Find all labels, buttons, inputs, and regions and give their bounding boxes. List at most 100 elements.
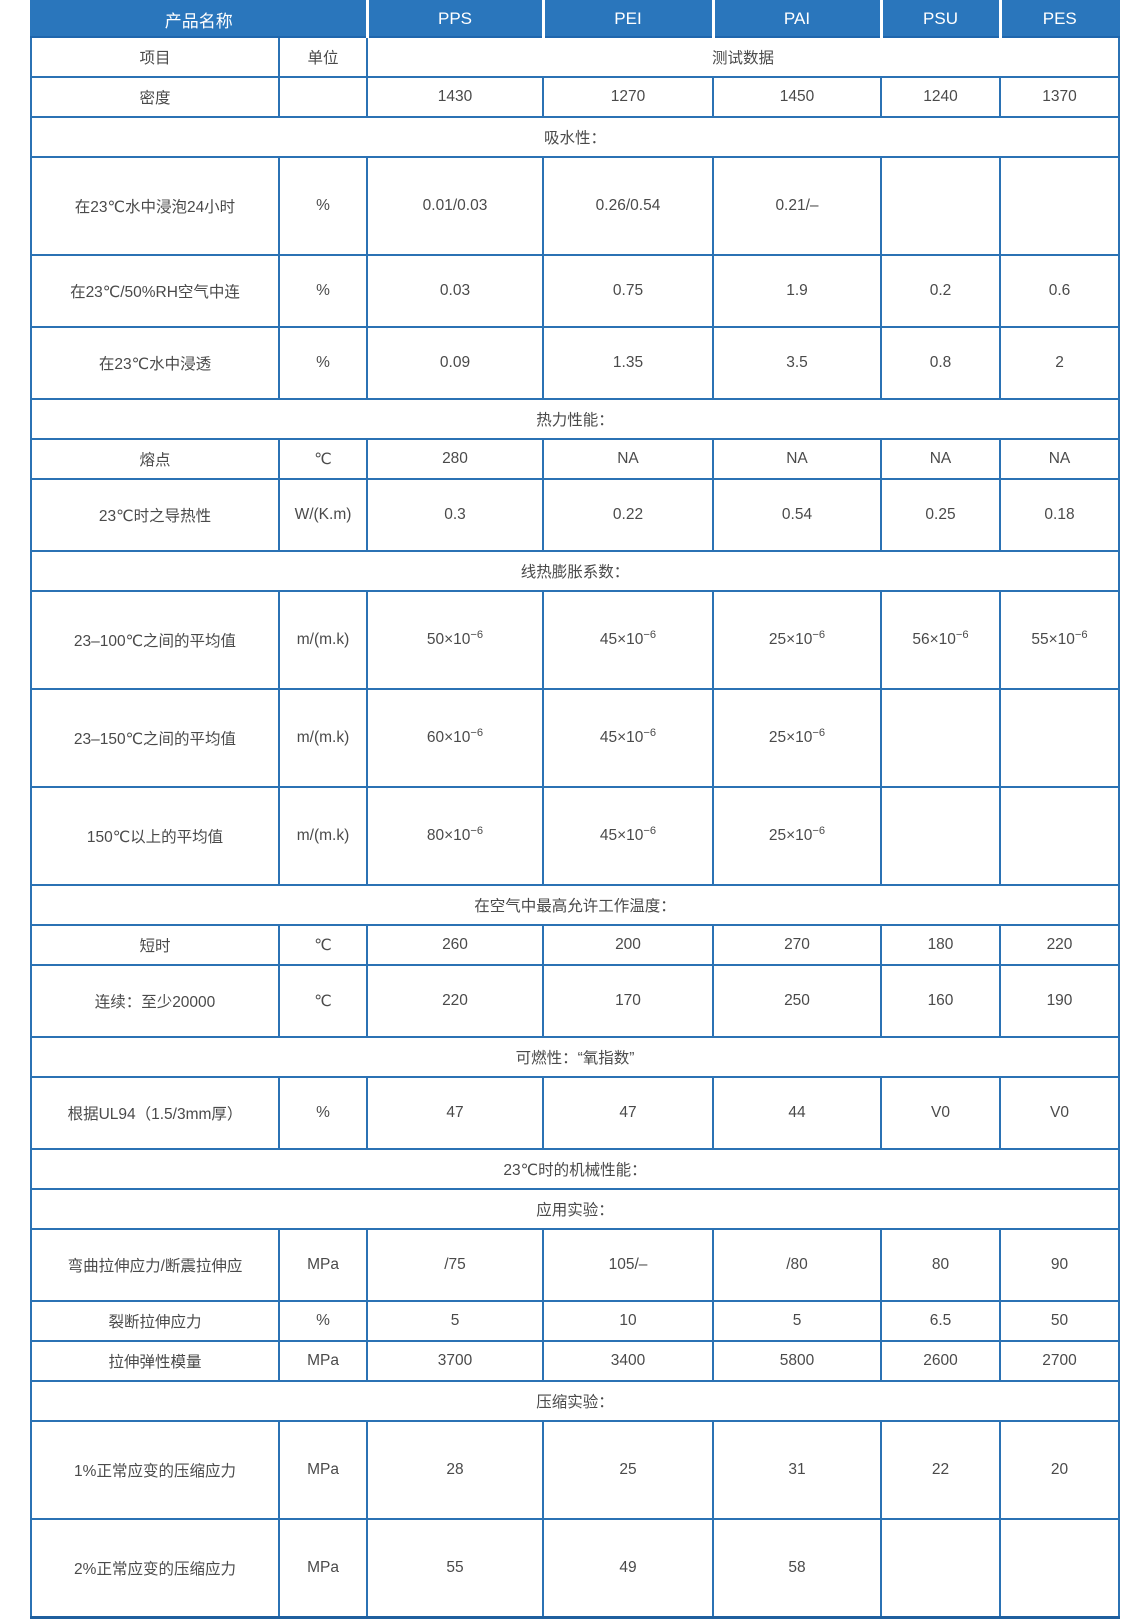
cell-pps: 80×10−6 <box>366 786 544 886</box>
cell-pes: 0.6 <box>999 254 1120 328</box>
row-unit: m/(m.k) <box>278 590 368 690</box>
cell-pei: 45×10−6 <box>542 688 714 788</box>
header-material-pps: PPS <box>365 0 545 38</box>
cell-pps: 28 <box>366 1420 544 1520</box>
cell-psu: 0.2 <box>880 254 1001 328</box>
row-unit: ℃ <box>278 964 368 1038</box>
row-unit: MPa <box>278 1420 368 1520</box>
cell-pps: 1430 <box>366 76 544 118</box>
subheader-unit: 单位 <box>278 36 368 78</box>
section-title: 在空气中最高允许工作温度： <box>30 884 1120 926</box>
cell-pes: 220 <box>999 924 1120 966</box>
table-row: 弯曲拉伸应力/断震拉伸应 MPa/75 105/–/80 80 90 <box>30 1228 1120 1302</box>
cell-pei: 1270 <box>542 76 714 118</box>
cell-pai: 1.9 <box>712 254 882 328</box>
cell-psu: 2600 <box>880 1340 1001 1382</box>
cell-psu: 180 <box>880 924 1001 966</box>
table-row: 根据UL94（1.5/3mm厚）% 47 47 44 V0 V0 <box>30 1076 1120 1150</box>
cell-pei: 0.75 <box>542 254 714 328</box>
cell-pai: 58 <box>712 1518 882 1618</box>
row-item-label: 裂断拉伸应力 <box>30 1300 280 1342</box>
row-unit: m/(m.k) <box>278 786 368 886</box>
section-header-row: 吸水性： <box>30 116 1120 158</box>
row-unit <box>278 76 368 118</box>
table-row: 密度 1430 1270 1450 1240 1370 <box>30 76 1120 118</box>
table-row: 连续：至少20000 ℃ 220 170 250 160 190 <box>30 964 1120 1038</box>
cell-psu: 1240 <box>880 76 1001 118</box>
cell-pei: 170 <box>542 964 714 1038</box>
cell-pes: 0.18 <box>999 478 1120 552</box>
cell-pei: 45×10−6 <box>542 590 714 690</box>
cell-psu: NA <box>880 438 1001 480</box>
row-item-label: 密度 <box>30 76 280 118</box>
section-title: 压缩实验： <box>30 1380 1120 1422</box>
cell-pps: 0.01/0.03 <box>366 156 544 256</box>
table-row: 1%正常应变的压缩应力 MPa 28 25 31 22 20 <box>30 1420 1120 1520</box>
cell-pps: 50×10−6 <box>366 590 544 690</box>
table-row: 在23℃/50%RH空气中连% 0.03 0.75 1.9 0.2 0.6 <box>30 254 1120 328</box>
cell-psu: 0.25 <box>880 478 1001 552</box>
cell-pai: 5800 <box>712 1340 882 1382</box>
row-item-label: 根据UL94（1.5/3mm厚） <box>30 1076 280 1150</box>
row-unit: % <box>278 254 368 328</box>
table-row: 短时 ℃ 260 200 270 180 220 <box>30 924 1120 966</box>
cell-pai: 5 <box>712 1300 882 1342</box>
cell-psu <box>880 1518 1001 1618</box>
cell-pai: 0.21/– <box>712 156 882 256</box>
section-header-row: 热力性能： <box>30 398 1120 440</box>
cell-pai: 31 <box>712 1420 882 1520</box>
header-material-pes: PES <box>998 0 1120 38</box>
section-header-row: 压缩实验： <box>30 1380 1120 1422</box>
row-item-label: 拉伸弹性模量 <box>30 1340 280 1382</box>
cell-psu: 6.5 <box>880 1300 1001 1342</box>
cell-psu <box>880 786 1001 886</box>
table-header: 产品名称 PPS PEI PAI PSU PES 项目 单位 测试数据 <box>30 0 1120 78</box>
cell-pps: /75 <box>366 1228 544 1302</box>
cell-pei: 200 <box>542 924 714 966</box>
table-row: 2%正常应变的压缩应力 MPa 55 49 58 <box>30 1518 1120 1618</box>
cell-pes: 20 <box>999 1420 1120 1520</box>
cell-psu: 56×10−6 <box>880 590 1001 690</box>
cell-pei: 25 <box>542 1420 714 1520</box>
table-row: 23–150℃之间的平均值 m/(m.k) 60×10−6 45×10−6 25×10−… <box>30 688 1120 788</box>
cell-pps: 280 <box>366 438 544 480</box>
cell-pei: 47 <box>542 1076 714 1150</box>
row-unit: W/(K.m) <box>278 478 368 552</box>
cell-pes: 190 <box>999 964 1120 1038</box>
cell-psu <box>880 156 1001 256</box>
row-unit: m/(m.k) <box>278 688 368 788</box>
cell-pps: 0.09 <box>366 326 544 400</box>
cell-pai: 25×10−6 <box>712 590 882 690</box>
table-row: 23–100℃之间的平均值 m/(m.k) 50×10−6 45×10−6 25×10−… <box>30 590 1120 690</box>
cell-pps: 5 <box>366 1300 544 1342</box>
section-title: 吸水性： <box>30 116 1120 158</box>
row-item-label: 23–100℃之间的平均值 <box>30 590 280 690</box>
row-unit: % <box>278 1076 368 1150</box>
table-row: 23℃时之导热性 W/(K.m) 0.3 0.22 0.54 0.25 0.18 <box>30 478 1120 552</box>
cell-pps: 260 <box>366 924 544 966</box>
cell-pai: 270 <box>712 924 882 966</box>
table-row: 拉伸弹性模量 MPa 3700 3400 5800 2600 2700 <box>30 1340 1120 1382</box>
section-title: 应用实验： <box>30 1188 1120 1230</box>
section-title: 23℃时的机械性能： <box>30 1148 1120 1190</box>
cell-psu: 0.8 <box>880 326 1001 400</box>
table-row: 在23℃水中浸透% 0.09 1.35 3.5 0.8 2 <box>30 326 1120 400</box>
section-header-row: 在空气中最高允许工作温度： <box>30 884 1120 926</box>
cell-pps: 0.03 <box>366 254 544 328</box>
table-row: 在23℃水中浸泡24小时% 0.01/0.03 0.26/0.54 0.21/– <box>30 156 1120 256</box>
cell-pei: 10 <box>542 1300 714 1342</box>
cell-psu <box>880 688 1001 788</box>
section-title: 可燃性：“氧指数” <box>30 1036 1120 1078</box>
subheader-row: 项目 单位 测试数据 <box>30 36 1120 78</box>
table-body: 密度 1430 1270 1450 1240 1370 吸水性： 在23℃水中浸泡24小时% 0… <box>30 76 1120 1618</box>
row-item-label: 2%正常应变的压缩应力 <box>30 1518 280 1618</box>
cell-pes: 55×10−6 <box>999 590 1120 690</box>
subheader-test-data: 测试数据 <box>366 36 1120 78</box>
cell-pai: /80 <box>712 1228 882 1302</box>
cell-pei: 3400 <box>542 1340 714 1382</box>
header-material-pei: PEI <box>541 0 715 38</box>
row-item-label: 熔点 <box>30 438 280 480</box>
cell-pei: 0.26/0.54 <box>542 156 714 256</box>
cell-pes <box>999 786 1120 886</box>
header-band-row: 产品名称 PPS PEI PAI PSU PES <box>30 0 1120 38</box>
